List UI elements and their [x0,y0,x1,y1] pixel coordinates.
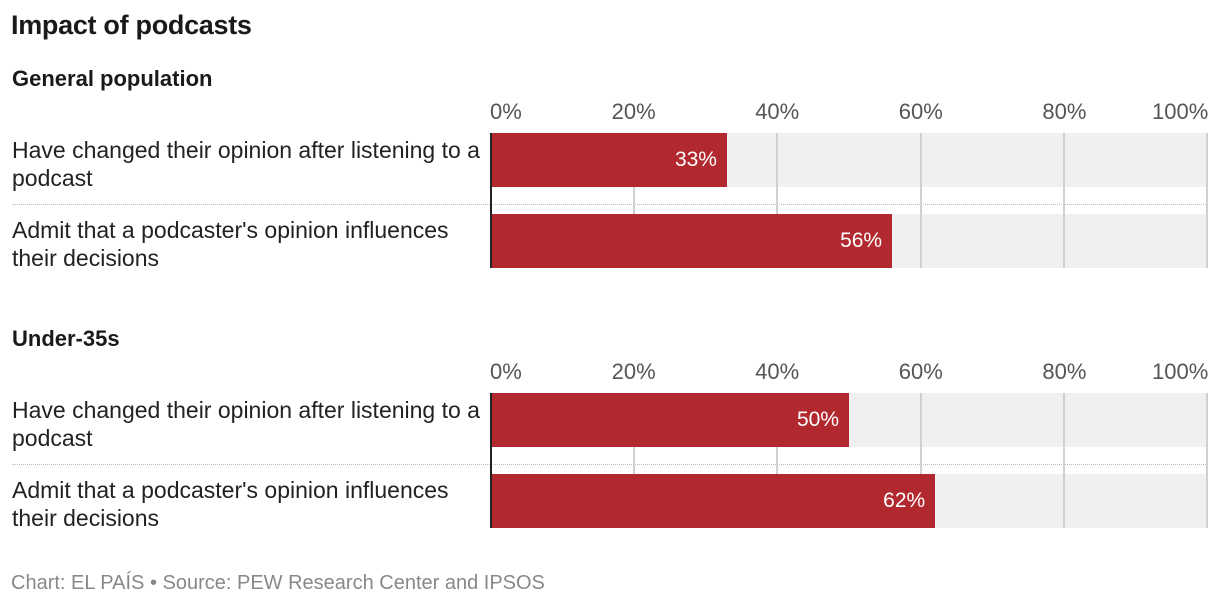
category-label: Have changed their opinion after listeni… [12,137,480,191]
plot-area: 33% 56% [490,133,1208,268]
gridline [1206,133,1208,268]
row-separator [12,464,1208,465]
bar [490,393,849,447]
gridline [776,393,779,528]
plot-area: 50% 62% [490,393,1208,528]
gridline [919,393,922,528]
panel-general-population: General population 0% 20% 40% 60% 80% 100% Ha… [0,66,1220,286]
category-label: Admit that a podcaster's opinion influen… [12,477,449,531]
chart-title: Impact of podcasts [11,10,252,40]
x-tick-label: 20% [611,99,656,124]
x-tick-label: 80% [1042,99,1087,124]
bar-value-label: 62% [883,489,926,512]
gridline [776,133,779,268]
gridline [1063,133,1066,268]
x-tick-label: 40% [755,359,800,384]
gridline [632,133,635,268]
x-tick-label: 100% [1152,359,1209,384]
y-axis-line [490,133,492,268]
bar-value-label: 50% [797,408,840,431]
x-tick-label: 60% [898,359,943,384]
x-tick-label: 0% [490,99,522,124]
bar [490,214,893,268]
bar [490,133,727,187]
source-credit: Chart: EL PAÍS • Source: PEW Research Ce… [11,572,545,594]
y-axis-line [490,393,492,528]
panel-title: Under-35s [12,326,120,351]
bar [490,474,936,528]
x-tick-label: 60% [898,99,943,124]
x-tick-label: 0% [490,359,522,384]
x-tick-label: 40% [755,99,800,124]
x-axis-ticks: 0% 20% 40% 60% 80% 100% [490,359,1208,389]
gridline [1063,393,1066,528]
x-axis-ticks: 0% 20% 40% 60% 80% 100% [490,99,1208,129]
gridline [919,133,922,268]
category-label: Admit that a podcaster's opinion influen… [12,217,449,271]
bar-value-label: 33% [674,148,717,171]
category-label: Have changed their opinion after listeni… [12,397,480,451]
x-tick-label: 80% [1042,359,1087,384]
panel-under-35s: Under-35s 0% 20% 40% 60% 80% 100% Have change… [0,326,1220,546]
gridline [632,393,635,528]
x-tick-label: 20% [611,359,656,384]
gridline [1206,393,1208,528]
x-tick-label: 100% [1152,99,1209,124]
bar-value-label: 56% [840,229,883,252]
panel-title: General population [12,66,213,91]
row-separator [12,204,1208,205]
